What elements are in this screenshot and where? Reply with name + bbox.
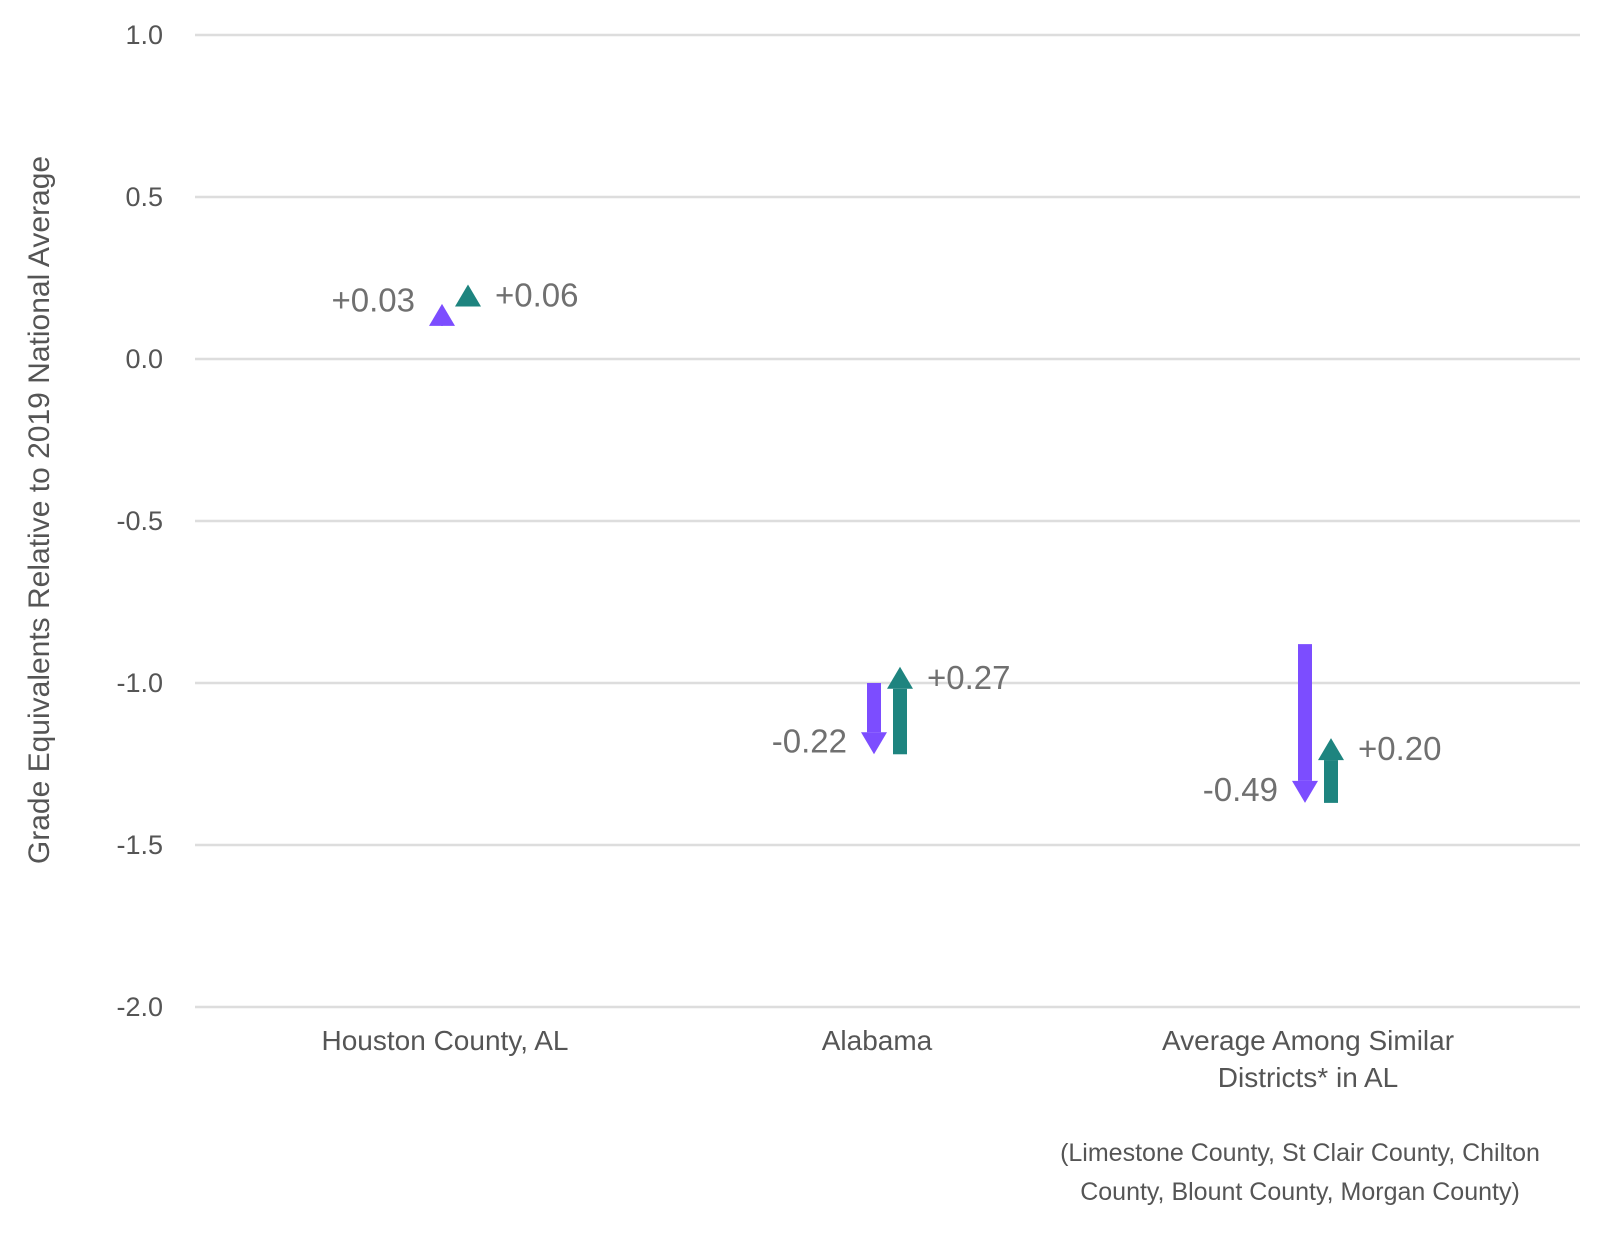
gridlines xyxy=(195,33,1580,1009)
x-tick-label: Districts* in AL xyxy=(1218,1062,1399,1093)
data-label: +0.27 xyxy=(927,659,1011,696)
arrow-shaft xyxy=(893,688,907,755)
data-marks: +0.03 -0.22 -0.49 +0.06 +0.27 +0.20 xyxy=(332,276,1442,807)
y-axis-label: Grade Equivalents Relative to 2019 Natio… xyxy=(23,156,56,864)
arrow-head xyxy=(1318,738,1344,761)
x-tick-label: Houston County, AL xyxy=(322,1025,569,1056)
arrow-head xyxy=(861,732,887,755)
x-tick-label: Alabama xyxy=(822,1025,933,1056)
arrow-shaft xyxy=(867,683,881,733)
data-label: +0.06 xyxy=(495,276,579,313)
footnote: (Limestone County, St Clair County, Chil… xyxy=(1060,1139,1540,1206)
y-tick-label: 1.0 xyxy=(125,20,163,50)
arrow-shaft xyxy=(1298,644,1312,781)
arrow-head xyxy=(429,303,455,326)
arrow-head xyxy=(887,666,913,689)
footnote-line: (Limestone County, St Clair County, Chil… xyxy=(1060,1139,1540,1167)
y-tick-label: -2.0 xyxy=(116,992,163,1022)
change-arrow xyxy=(429,303,455,326)
data-label: -0.49 xyxy=(1203,771,1278,808)
data-label: -0.22 xyxy=(772,722,847,759)
data-label: +0.03 xyxy=(332,282,416,319)
y-tick-labels: 1.0 0.5 0.0 -0.5 -1.0 -1.5 -2.0 xyxy=(116,20,163,1022)
footnote-line: County, Blount County, Morgan County) xyxy=(1080,1178,1520,1206)
y-tick-label: 0.0 xyxy=(125,344,163,374)
change-arrow xyxy=(887,666,913,755)
category-labels: Houston County, AL Alabama Average Among S… xyxy=(322,1025,1455,1093)
arrow-head xyxy=(1292,780,1318,803)
change-arrow xyxy=(1318,738,1344,803)
data-label: +0.20 xyxy=(1358,730,1442,767)
y-tick-label: -1.5 xyxy=(116,830,163,860)
x-tick-label: Average Among Similar xyxy=(1162,1025,1454,1056)
arrow-shaft xyxy=(1324,760,1338,803)
change-arrow xyxy=(455,284,481,307)
change-arrow xyxy=(1292,644,1318,803)
arrow-head xyxy=(455,284,481,307)
y-tick-label: -1.0 xyxy=(116,668,163,698)
y-tick-label: -0.5 xyxy=(116,506,163,536)
y-tick-label: 0.5 xyxy=(125,182,163,212)
change-arrow xyxy=(861,683,887,755)
